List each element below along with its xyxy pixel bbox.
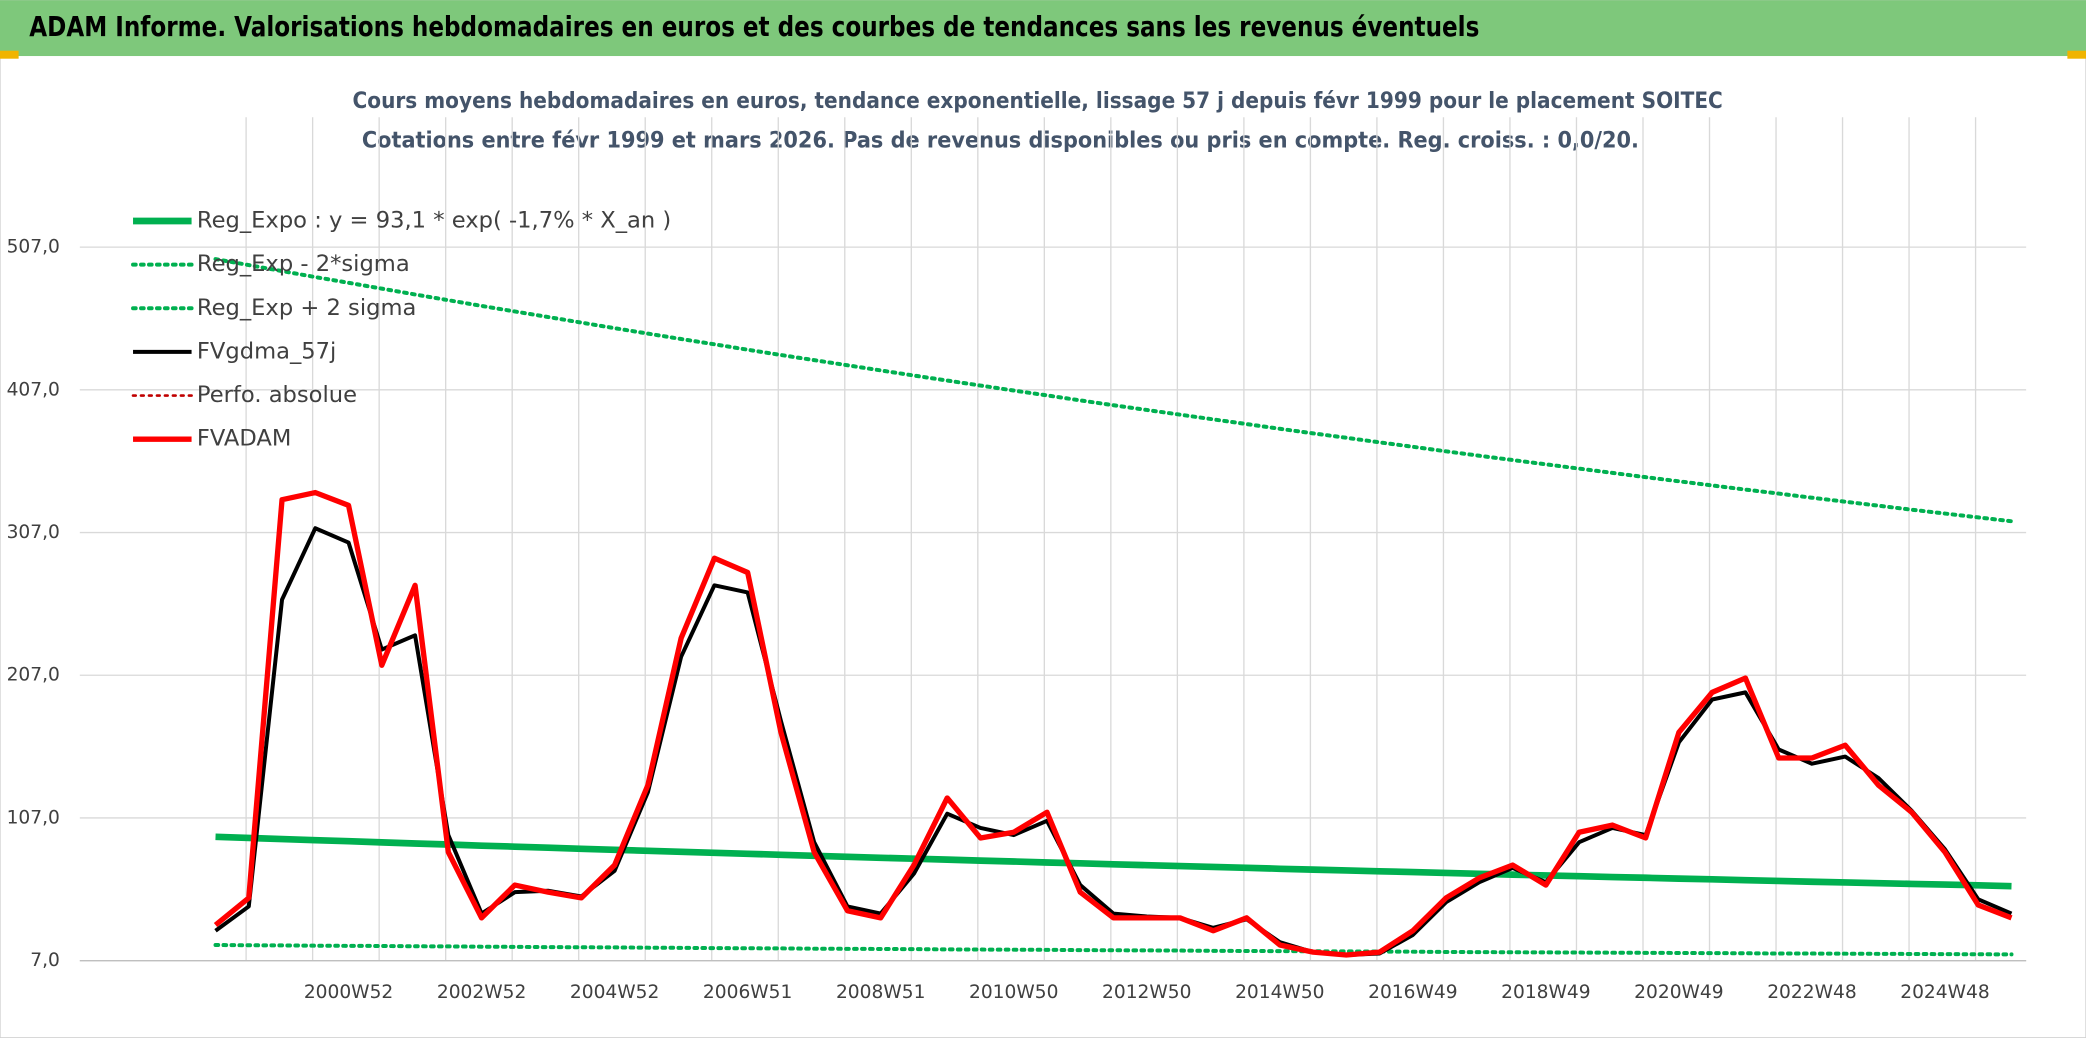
- header-bar: [0, 0, 2086, 57]
- x-tick-label: 2012W50: [1102, 982, 1191, 1003]
- series-line: [215, 833, 2012, 890]
- legend: Reg_Expo : y = 93,1 * exp( -1,7% * X_an …: [131, 207, 671, 452]
- series-line: [213, 942, 2014, 957]
- corner: [2067, 50, 2086, 59]
- corner: [0, 50, 19, 59]
- x-tick-label: 2002W52: [437, 982, 526, 1003]
- y-tick-label: 107,0: [7, 807, 60, 828]
- chart-subtitle: Cours moyens hebdomadaires en euros, ten…: [353, 88, 1723, 114]
- chart-subtitle: Cotations entre févr 1999 et mars 2026. …: [362, 128, 1639, 154]
- x-tick-label: 2010W50: [969, 982, 1058, 1003]
- legend-label: Reg_Expo : y = 93,1 * exp( -1,7% * X_an …: [197, 207, 671, 233]
- x-tick-label: 2014W50: [1235, 982, 1324, 1003]
- y-tick-label: 307,0: [7, 522, 60, 543]
- x-tick-label: 2000W52: [304, 982, 393, 1003]
- x-tick-label: 2024W48: [1900, 982, 1989, 1003]
- x-tick-label: 2004W52: [570, 982, 659, 1003]
- y-tick-label: 407,0: [7, 379, 60, 400]
- x-tick-label: 2016W49: [1368, 982, 1457, 1003]
- legend-label: Reg_Exp + 2 sigma: [197, 295, 416, 321]
- grid: 7,0 107,0 207,0 307,0 407,0 507,0 2000W52 2002W…: [7, 117, 2027, 1003]
- series-line: [213, 489, 2013, 958]
- legend-label: Reg_Exp - 2*sigma: [197, 251, 410, 277]
- x-tick-label: 2022W48: [1767, 982, 1856, 1003]
- y-tick-label: 207,0: [7, 665, 60, 686]
- x-tick-label: 2008W51: [836, 982, 925, 1003]
- legend-label: FVADAM: [197, 426, 291, 452]
- series-line: [214, 526, 2013, 957]
- x-tick-label: 2018W49: [1501, 982, 1590, 1003]
- x-tick-label: 2020W49: [1634, 982, 1723, 1003]
- legend-label: Perfo. absolue: [197, 382, 357, 408]
- y-tick-label: 507,0: [7, 237, 60, 258]
- y-tick-label: 7,0: [30, 950, 60, 971]
- header-title: ADAM Informe. Valorisations hebdomadaire…: [29, 10, 1479, 43]
- plot: [213, 257, 2014, 958]
- legend-label: FVgdma_57j: [197, 338, 336, 364]
- series-line: [213, 257, 2014, 524]
- x-tick-label: 2006W51: [703, 982, 792, 1003]
